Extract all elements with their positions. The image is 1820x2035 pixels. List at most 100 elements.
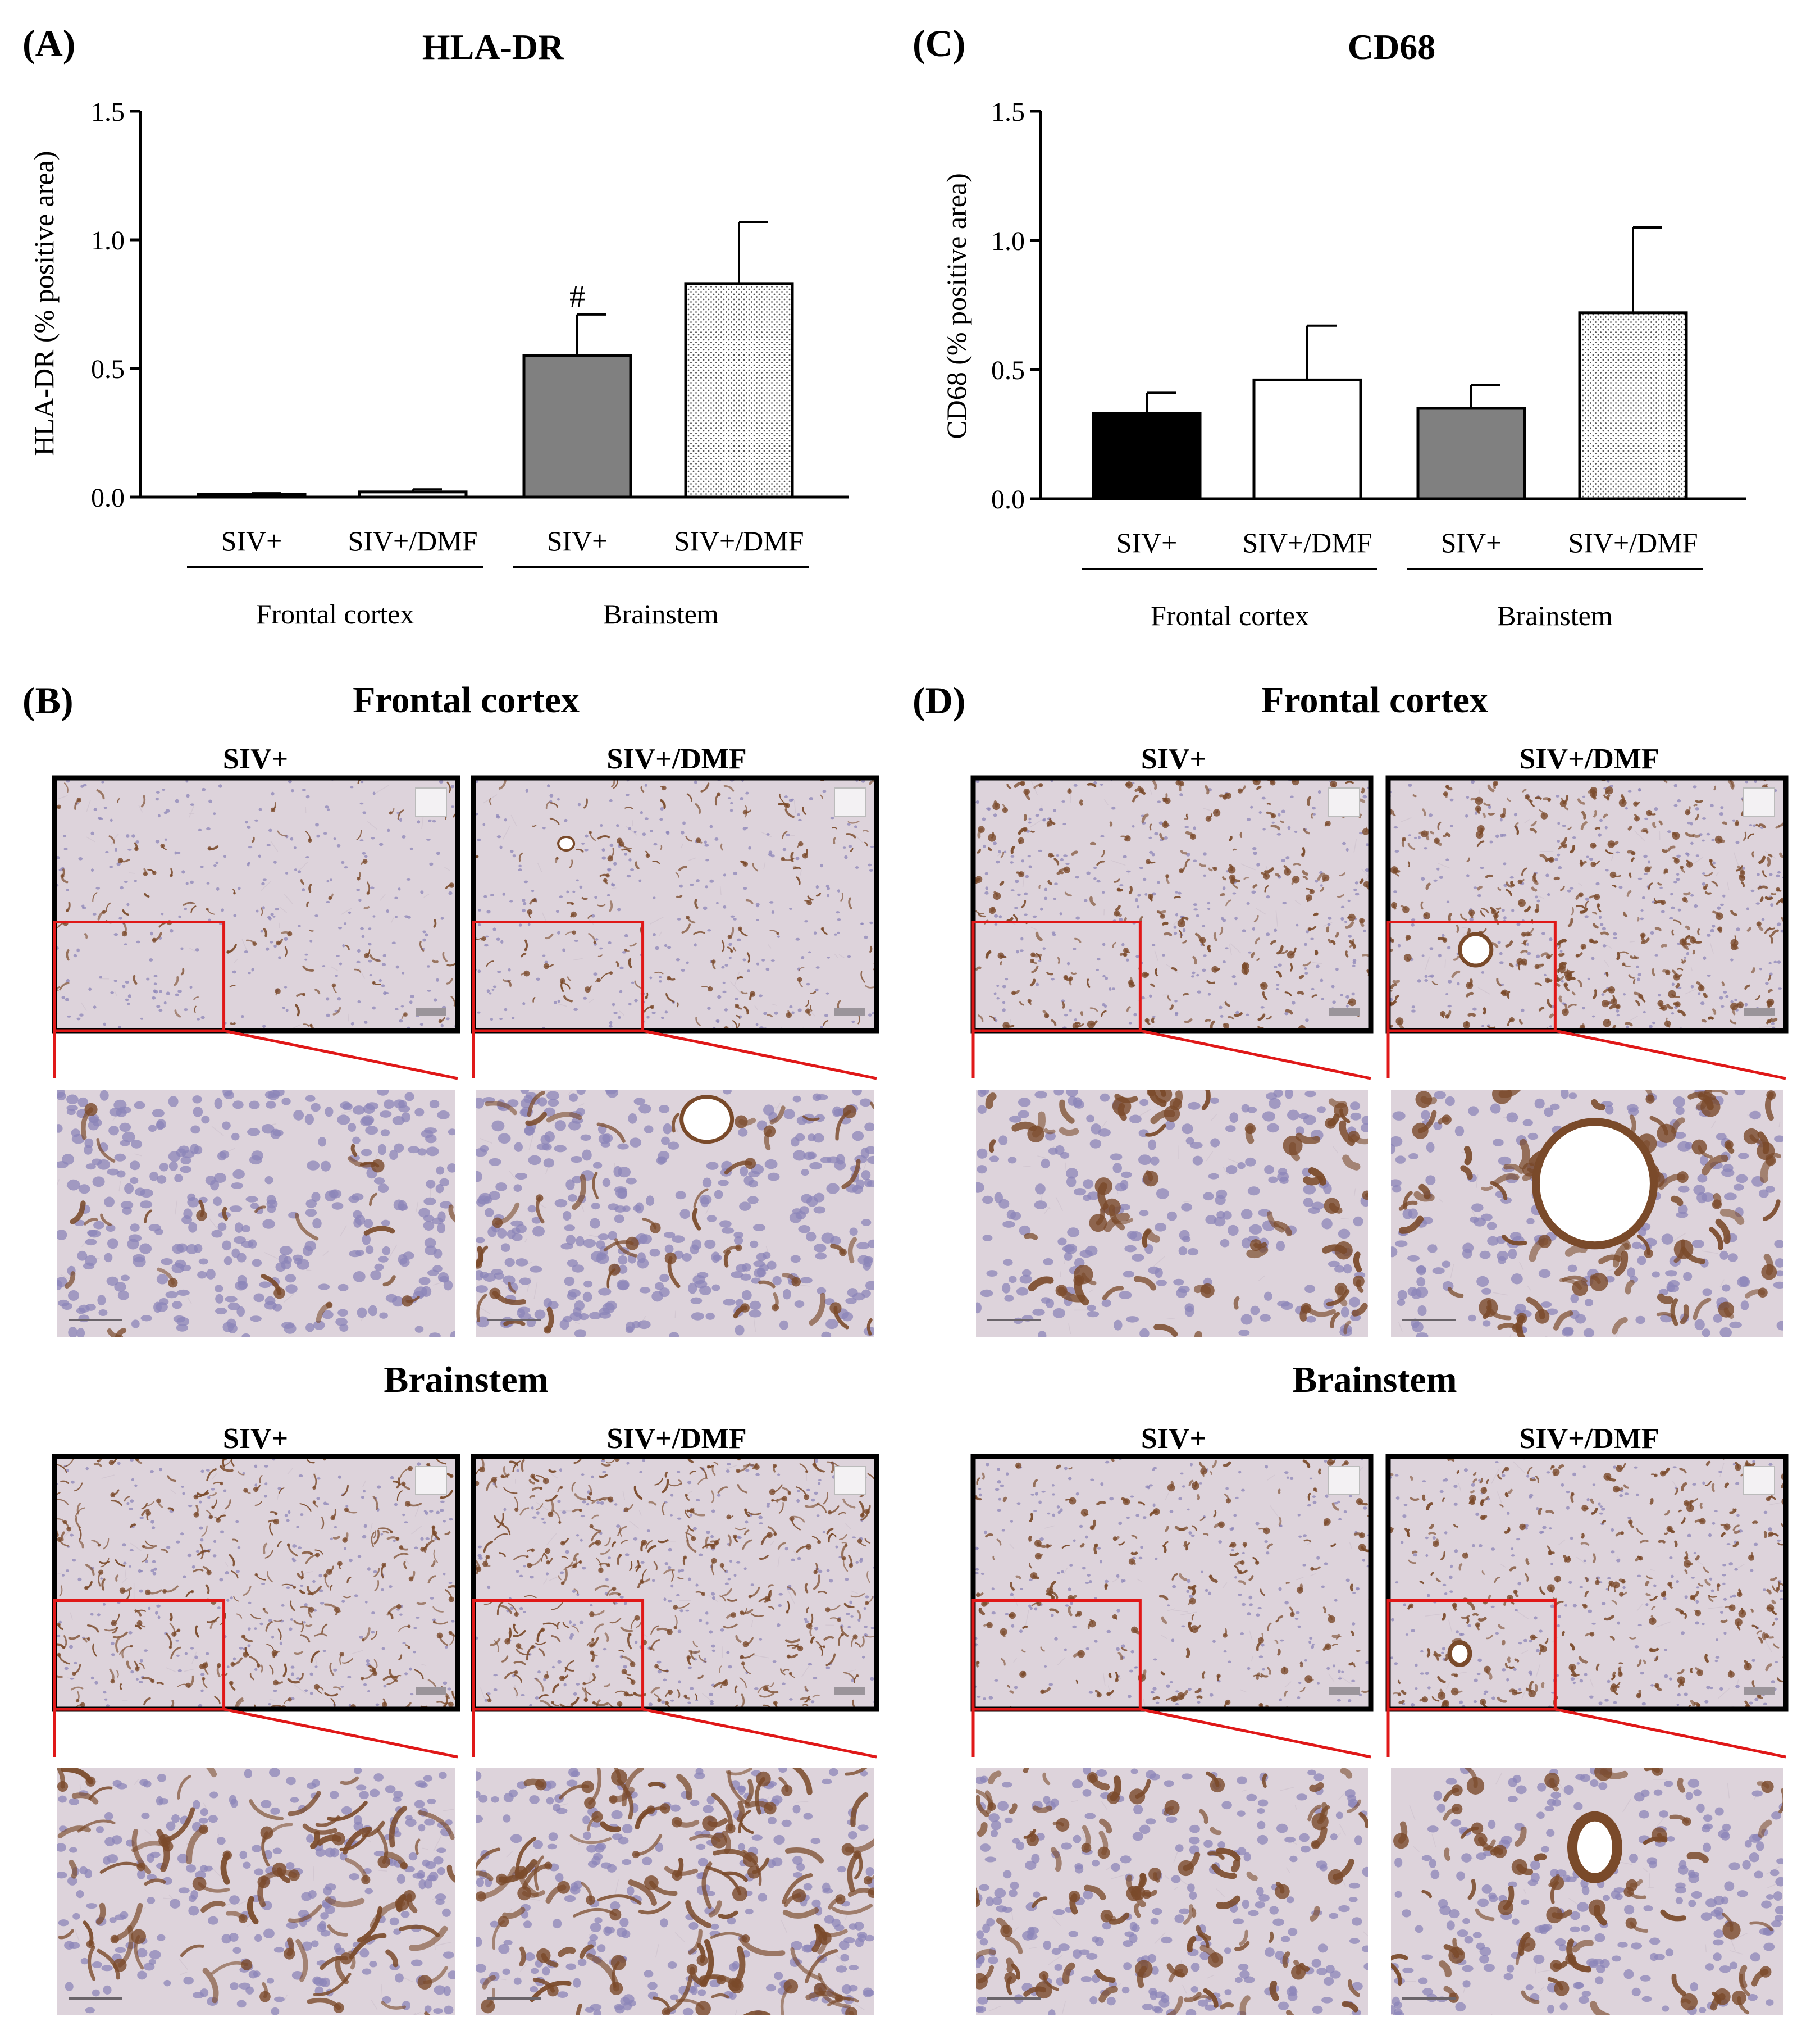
- panel-b-frontal-heading: Frontal cortex: [353, 680, 580, 721]
- b-brainstem-siv-overview-frame: [52, 1454, 460, 1712]
- b-brainstem-sivdmf-zoom-image: [476, 1768, 874, 2015]
- bar: [1416, 407, 1526, 500]
- chart-c-plot: 0.0 0.5 1.0 1.5 SIV+ SIV+/DMF SIV+ SIV+/DMF Fron…: [991, 97, 1746, 631]
- bar: [1578, 311, 1688, 500]
- bar: [1252, 378, 1362, 500]
- d-frontal-sivdmf-scale-bar: [1744, 1008, 1775, 1016]
- chart-a-plot: 0.0 0.5 1.0 1.5 SIV+ SIV+/DMF SIV+ SIV+/DMF # Fro…: [91, 97, 849, 630]
- panel-b-brainstem-siv-label: SIV+: [223, 1423, 288, 1455]
- y-tick-label: 0.0: [91, 483, 125, 513]
- d-frontal-sivdmf-inset-box: [1386, 921, 1557, 1032]
- d-brainstem-siv-zoom-line-right: [1139, 1708, 1371, 1759]
- x-tick-label: SIV+/DMF: [1568, 527, 1698, 558]
- d-brainstem-sivdmf-zoom-image: [1391, 1768, 1783, 2015]
- x-tick-label: SIV+/DMF: [348, 525, 477, 557]
- panel-d-brainstem-siv-label: SIV+: [1141, 1423, 1206, 1455]
- panel-b-brainstem-heading: Brainstem: [384, 1359, 548, 1400]
- y-tick-label: 1.5: [91, 97, 125, 127]
- d-frontal-sivdmf-overview-image: [1388, 778, 1786, 1031]
- x-tick-label: SIV+/DMF: [1242, 527, 1372, 558]
- d-brainstem-siv-thumbnail: [1328, 1466, 1360, 1495]
- b-brainstem-sivdmf-overview-image: [473, 1456, 877, 1709]
- x-tick-label: SIV+: [547, 525, 608, 557]
- panel-d-brainstem-heading: Brainstem: [1292, 1359, 1457, 1400]
- d-frontal-siv-overview-frame: [970, 775, 1374, 1034]
- group-label: Frontal cortex: [1151, 600, 1309, 631]
- x-tick-label: SIV+: [1441, 527, 1502, 558]
- y-tick-label: 1.0: [991, 226, 1025, 256]
- b-frontal-sivdmf-zoom-line-right: [642, 1029, 877, 1080]
- y-tick-label: 0.5: [91, 354, 125, 384]
- panel-a: (A) HLA-DR HLA-DR (% positive area) 0.00…: [22, 22, 849, 630]
- panel-b-letter: (B): [22, 679, 74, 722]
- b-brainstem-siv-zoom-line-right: [223, 1708, 458, 1759]
- d-frontal-siv-scale-bar: [1329, 1008, 1360, 1016]
- y-tick-label: 1.0: [91, 226, 125, 256]
- chart-a-title: HLA-DR: [422, 27, 564, 67]
- panel-b-frontal-sivdmf-label: SIV+/DMF: [606, 743, 746, 775]
- b-frontal-siv-thumbnail: [415, 787, 447, 817]
- y-tick-label: 0.0: [991, 485, 1025, 515]
- panel-b: (B) Frontal cortex Brainstem SIV+ SIV+/D…: [22, 679, 879, 2015]
- panel-a-letter: (A): [22, 22, 75, 65]
- b-frontal-sivdmf-inset-box: [472, 921, 645, 1032]
- bar: [1092, 412, 1202, 500]
- d-frontal-siv-zoom-line-right: [1139, 1029, 1371, 1080]
- bar: [684, 282, 794, 499]
- d-brainstem-siv-zoom-image: [976, 1768, 1368, 2015]
- b-frontal-siv-inset-box: [53, 921, 226, 1032]
- d-frontal-sivdmf-overview-frame: [1385, 775, 1789, 1034]
- b-frontal-sivdmf-zoom-image: [476, 1090, 874, 1337]
- d-brainstem-sivdmf-overview-image: [1388, 1456, 1786, 1709]
- chart-c-ylabel: CD68 (% positive area): [941, 173, 972, 439]
- d-brainstem-siv-inset-box: [971, 1599, 1142, 1711]
- panel-d-brainstem-sivdmf-label: SIV+/DMF: [1519, 1423, 1659, 1455]
- b-frontal-siv-scale-bar: [416, 1008, 446, 1016]
- group-label: Brainstem: [1497, 600, 1613, 631]
- d-brainstem-siv-scale-bar: [1329, 1687, 1360, 1695]
- group-label: Brainstem: [603, 598, 719, 630]
- x-tick-label: SIV+/DMF: [674, 525, 804, 557]
- d-brainstem-sivdmf-thumbnail: [1743, 1466, 1775, 1495]
- d-brainstem-sivdmf-scale-bar: [1744, 1687, 1775, 1695]
- d-brainstem-siv-overview-frame: [970, 1454, 1374, 1712]
- b-brainstem-siv-zoom-image: [57, 1768, 455, 2015]
- d-brainstem-sivdmf-zoom-line-right: [1554, 1708, 1786, 1759]
- b-brainstem-siv-inset-box: [53, 1599, 226, 1711]
- b-brainstem-sivdmf-thumbnail: [834, 1466, 866, 1495]
- group-label: Frontal cortex: [256, 598, 414, 630]
- d-frontal-siv-overview-image: [973, 778, 1371, 1031]
- panel-d-micrographs: [970, 775, 1789, 2015]
- panel-b-micrographs: [52, 775, 879, 2015]
- d-brainstem-sivdmf-overview-frame: [1385, 1454, 1789, 1712]
- bar: [197, 493, 307, 499]
- y-tick-label: 1.5: [991, 97, 1025, 127]
- d-brainstem-sivdmf-inset-box: [1386, 1599, 1557, 1711]
- b-frontal-siv-zoom-line-right: [223, 1029, 458, 1080]
- panel-d: (D) Frontal cortex Brainstem SIV+ SIV+/D…: [913, 679, 1789, 2015]
- x-tick-label: SIV+: [1116, 527, 1178, 558]
- panel-c: (C) CD68 CD68 (% positive area) 0.0 0.5 1.…: [913, 22, 1746, 631]
- b-frontal-siv-zoom-image: [57, 1090, 455, 1337]
- b-brainstem-siv-thumbnail: [415, 1466, 447, 1495]
- d-frontal-siv-thumbnail: [1328, 787, 1360, 817]
- panel-d-frontal-heading: Frontal cortex: [1261, 680, 1488, 721]
- d-frontal-sivdmf-zoom-line-right: [1554, 1029, 1786, 1080]
- significance-annotation: #: [569, 279, 585, 314]
- b-frontal-siv-overview-image: [54, 778, 458, 1031]
- panel-d-frontal-siv-label: SIV+: [1141, 743, 1206, 775]
- b-frontal-sivdmf-scale-bar: [834, 1008, 865, 1016]
- panel-d-letter: (D): [913, 679, 965, 722]
- panel-b-brainstem-sivdmf-label: SIV+/DMF: [606, 1423, 746, 1455]
- panel-c-letter: (C): [913, 22, 965, 65]
- d-frontal-siv-inset-box: [971, 921, 1142, 1032]
- x-tick-label: SIV+: [221, 525, 282, 557]
- panel-b-frontal-siv-label: SIV+: [223, 743, 288, 775]
- chart-a-ylabel: HLA-DR (% positive area): [28, 151, 60, 456]
- bar: [358, 490, 468, 499]
- d-brainstem-siv-overview-image: [973, 1456, 1371, 1709]
- b-frontal-sivdmf-overview-frame: [471, 775, 879, 1034]
- y-tick-label: 0.5: [991, 356, 1025, 385]
- d-frontal-sivdmf-zoom-image: [1391, 1090, 1783, 1337]
